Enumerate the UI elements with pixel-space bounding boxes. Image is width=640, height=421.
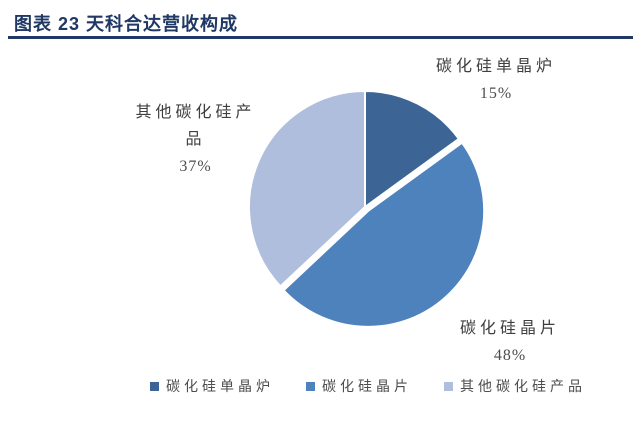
callout-furnace-pct: 15%: [479, 85, 513, 102]
legend-swatch-icon: [150, 381, 159, 391]
legend-item-label: 其他碳化硅产品: [460, 380, 586, 395]
pie-chart: [248, 90, 486, 328]
callout-other: 其他碳化硅产品 37%: [128, 99, 263, 180]
title-underline: [8, 36, 633, 39]
legend: 碳化硅单晶炉 碳化硅晶片 其他碳化硅产品: [150, 376, 586, 396]
callout-other-pct: 37%: [179, 158, 212, 175]
callout-furnace: 碳化硅单晶炉 15%: [416, 53, 576, 107]
pie-slice-0: [364, 90, 460, 208]
legend-swatch-icon: [444, 381, 453, 391]
callout-wafer: 碳化硅晶片 48%: [430, 315, 590, 369]
legend-item-2: 其他碳化硅产品: [444, 376, 586, 396]
legend-item-label: 碳化硅单晶炉: [166, 380, 274, 395]
callout-wafer-pct: 48%: [493, 347, 527, 364]
callout-other-label: 其他碳化硅产品: [135, 104, 256, 148]
pie-slice-1: [282, 141, 486, 328]
legend-item-0: 碳化硅单晶炉: [150, 376, 274, 396]
callout-wafer-label: 碳化硅晶片: [459, 320, 560, 337]
pie-slice-2: [248, 90, 366, 288]
callout-furnace-label: 碳化硅单晶炉: [435, 58, 556, 75]
legend-item-label: 碳化硅晶片: [322, 380, 412, 395]
figure-title: 图表 23 天科合达营收构成: [14, 14, 239, 34]
legend-item-1: 碳化硅晶片: [306, 376, 412, 396]
legend-swatch-icon: [306, 381, 315, 391]
